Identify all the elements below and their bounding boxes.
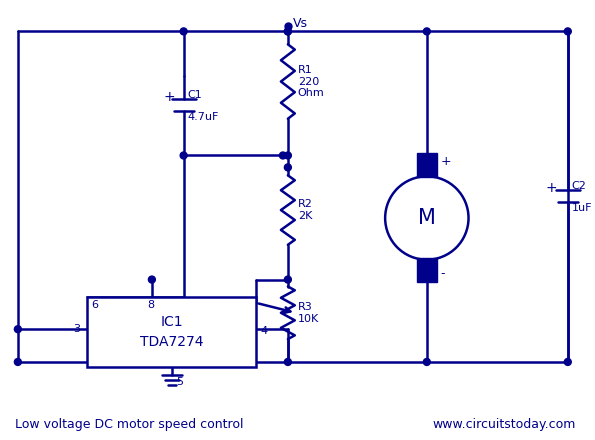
Circle shape (284, 28, 292, 35)
Text: M: M (418, 208, 436, 228)
Circle shape (14, 359, 21, 366)
Circle shape (284, 164, 292, 171)
Text: 6: 6 (91, 301, 98, 310)
Circle shape (14, 326, 21, 333)
Text: 5: 5 (176, 377, 183, 387)
Text: 3: 3 (73, 324, 80, 334)
Text: 10K: 10K (298, 314, 319, 324)
Circle shape (424, 28, 430, 35)
Text: 1uF: 1uF (572, 203, 592, 213)
Circle shape (564, 28, 571, 35)
Circle shape (284, 359, 292, 366)
Text: TDA7274: TDA7274 (140, 335, 203, 349)
Text: R2: R2 (298, 199, 312, 209)
Text: www.circuitstoday.com: www.circuitstoday.com (433, 418, 576, 431)
Text: Ohm: Ohm (298, 88, 324, 99)
FancyBboxPatch shape (417, 154, 437, 177)
FancyBboxPatch shape (417, 258, 437, 282)
Circle shape (284, 28, 292, 35)
Text: 8: 8 (147, 301, 154, 310)
Circle shape (180, 152, 187, 159)
Text: +: + (164, 90, 176, 104)
Text: C2: C2 (572, 181, 587, 191)
Text: +: + (546, 181, 558, 195)
Text: IC1: IC1 (161, 315, 183, 329)
Text: -: - (441, 267, 445, 280)
Circle shape (284, 152, 292, 159)
Text: 4: 4 (260, 326, 267, 336)
Circle shape (424, 359, 430, 366)
Circle shape (180, 28, 187, 35)
Circle shape (284, 276, 292, 283)
Text: +: + (441, 155, 452, 168)
FancyBboxPatch shape (87, 297, 256, 367)
Circle shape (564, 359, 571, 366)
Text: C1: C1 (187, 90, 202, 100)
Text: R3: R3 (298, 302, 312, 312)
Text: R1: R1 (298, 65, 312, 75)
Text: 220: 220 (298, 77, 319, 87)
Text: Low voltage DC motor speed control: Low voltage DC motor speed control (15, 418, 243, 431)
Text: 2K: 2K (298, 211, 312, 221)
Circle shape (280, 152, 286, 159)
Text: 4.7uF: 4.7uF (187, 112, 219, 122)
Circle shape (148, 276, 155, 283)
Text: Vs: Vs (293, 17, 308, 30)
